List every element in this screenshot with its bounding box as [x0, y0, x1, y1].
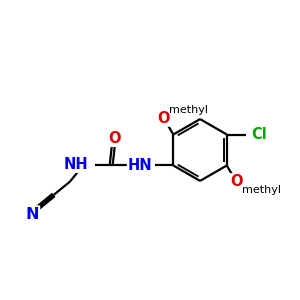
Text: O: O — [109, 131, 121, 146]
Circle shape — [130, 161, 138, 170]
Text: Cl: Cl — [251, 127, 267, 142]
Text: methyl: methyl — [242, 185, 281, 195]
Text: N: N — [26, 206, 39, 221]
Text: HN: HN — [128, 158, 153, 173]
Text: methyl: methyl — [169, 106, 208, 116]
Text: O: O — [157, 111, 170, 126]
Text: O: O — [230, 174, 243, 189]
Text: NH: NH — [64, 157, 88, 172]
